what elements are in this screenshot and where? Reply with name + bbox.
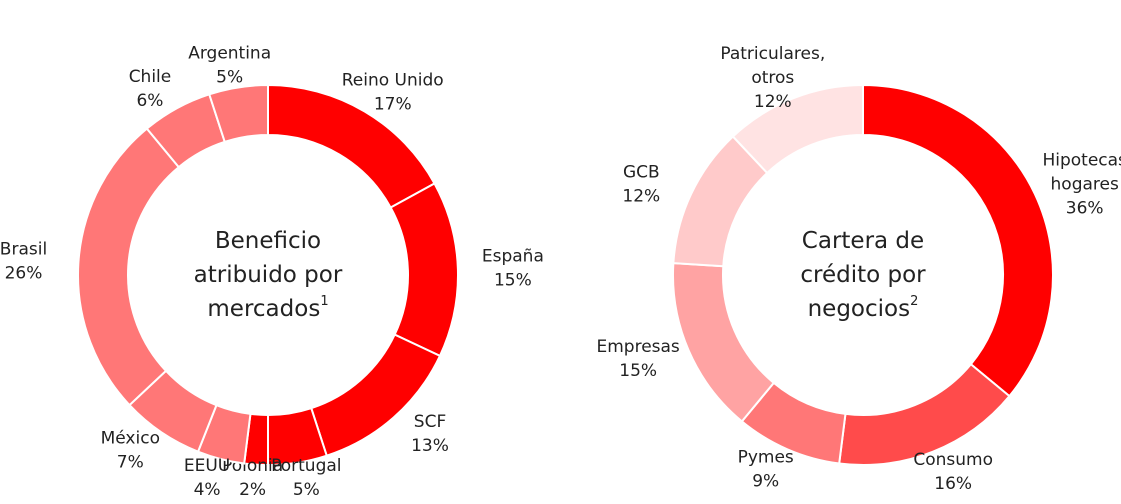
slice-label: Consumo: [913, 450, 993, 470]
slice-label: GCB: [623, 163, 660, 183]
donut-chart: Hipotecas hogares 36% Consumo 16% Pymes 9% Empr…: [596, 44, 1121, 494]
slice-label: Pymes: [738, 448, 794, 468]
donut-slice: [672, 262, 776, 423]
center-title-superscript: 2: [910, 294, 918, 309]
slice-label: Chile: [129, 67, 172, 87]
center-title-line: Beneficio: [215, 228, 321, 254]
slice-value-label: 4%: [194, 480, 221, 500]
slice-value-label: 7%: [117, 452, 144, 472]
slice-value-label: 15%: [494, 270, 532, 290]
slice-label: España: [482, 246, 544, 266]
slice-label: hogares: [1051, 175, 1119, 195]
slice-label: EEUU: [184, 456, 230, 476]
slice-value-label: 26%: [5, 264, 43, 284]
center-title: atribuido por: [194, 262, 343, 288]
slice-label: Reino Unido: [342, 71, 444, 91]
donut-slice: [208, 83, 269, 144]
slice-label: Portugal: [271, 456, 341, 476]
center-title-line: crédito por: [800, 262, 926, 288]
slice-value-label: 13%: [411, 436, 449, 456]
slice-label: Empresas: [596, 337, 679, 357]
slice-value-label: 12%: [622, 187, 660, 207]
center-title: mercados1: [207, 294, 328, 322]
slice-value-label: 5%: [216, 68, 243, 88]
slice-label: otros: [751, 68, 794, 88]
center-title-line: atribuido por: [194, 262, 343, 288]
slice-value-label: 2%: [239, 480, 266, 500]
center-title-line: mercados: [207, 296, 320, 322]
donut-slice: [862, 83, 1054, 398]
slice-label: SCF: [414, 412, 446, 432]
slice-value-label: 15%: [619, 361, 657, 381]
slice-value-label: 36%: [1066, 199, 1104, 219]
donut-slice: [389, 182, 459, 358]
slice-label: Brasil: [0, 240, 47, 260]
center-title-superscript: 1: [320, 294, 328, 309]
slice-label: Patriculares,: [720, 44, 825, 64]
slice-value-label: 16%: [934, 474, 972, 494]
slice-value-label: 17%: [374, 95, 412, 115]
slice-label: Argentina: [188, 44, 271, 64]
slice-value-label: 6%: [136, 91, 163, 111]
center-title: Cartera de: [802, 228, 924, 254]
slice-value-label: 12%: [754, 92, 792, 112]
slice-label: Hipotecas: [1042, 151, 1121, 171]
donut-slice: [77, 127, 181, 407]
center-title: crédito por: [800, 262, 926, 288]
slice-value-label: 9%: [752, 472, 779, 492]
slice-label: México: [101, 428, 160, 448]
donut-chart: Reino Unido17%España15%SCF13%Portugal5%P…: [0, 44, 544, 500]
center-title-line: negocios: [808, 296, 911, 322]
slice-value-label: 5%: [293, 480, 320, 500]
donut-slice: [731, 83, 864, 175]
center-title: negocios2: [808, 294, 919, 322]
center-title: Beneficio: [215, 228, 321, 254]
center-title-line: Cartera de: [802, 228, 924, 254]
